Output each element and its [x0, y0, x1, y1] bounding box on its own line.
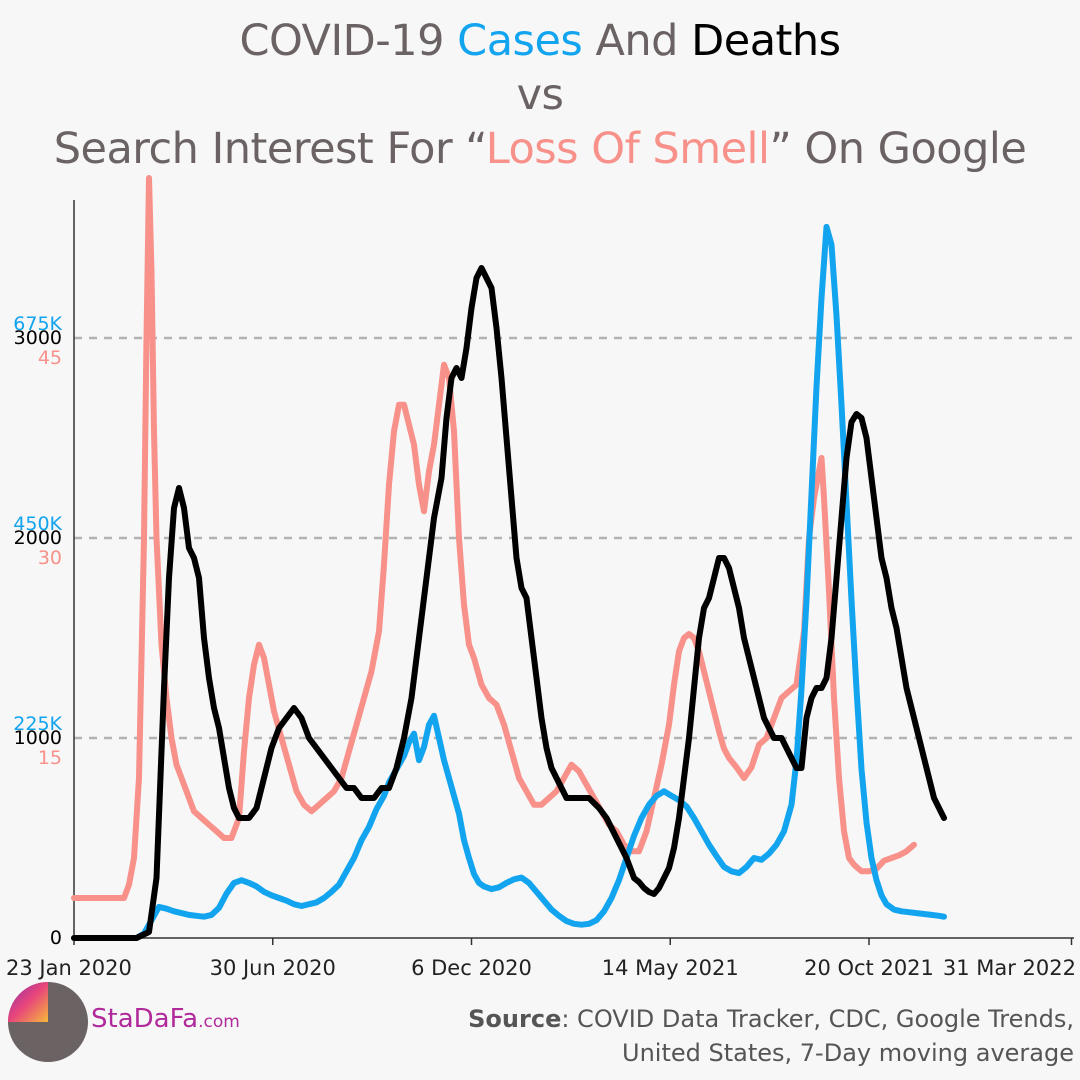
- source-label: Source: [468, 1005, 562, 1033]
- y-tick-smell-2: 45: [38, 347, 62, 369]
- x-tick-label-3: 14 May 2021: [602, 956, 739, 980]
- title-line-2: vs: [516, 70, 564, 120]
- source-text-1: : COVID Data Tracker, CDC, Google Trends…: [561, 1005, 1074, 1033]
- x-tick-label-4: 20 Oct 2021: [804, 956, 934, 980]
- y-tick-cases-0: 225K: [13, 713, 62, 735]
- y-tick-deaths-0: 0: [50, 927, 62, 949]
- source-line-1: Source: COVID Data Tracker, CDC, Google …: [394, 1002, 1074, 1036]
- title-deaths-word: Deaths: [691, 16, 841, 66]
- title-smell-word: Loss Of Smell: [485, 124, 770, 174]
- axis-layer: 0 1000 2000 3000 225K 450K 675K 15 30 45 23 Jan 20…: [6, 200, 1076, 980]
- brand-name-text: StaDaFa: [91, 1004, 199, 1034]
- y-tick-cases-2: 675K: [13, 313, 62, 335]
- title-line-3: Search Interest For “Loss Of Smell” On G…: [0, 122, 1080, 176]
- title-text-google: ” On Google: [769, 124, 1027, 174]
- y-tick-deaths-3: 3000: [14, 327, 62, 349]
- brand-suffix: .com: [198, 1012, 240, 1032]
- y-tick-smell-0: 15: [38, 747, 62, 769]
- series-line-deaths: [71, 265, 947, 941]
- y-tick-deaths-1: 1000: [14, 727, 62, 749]
- grid-layer: [74, 336, 1074, 740]
- series-line-cases: [71, 223, 947, 941]
- title-text-and: And: [582, 16, 692, 66]
- source-line-2: United States, 7-Day moving average: [622, 1039, 1074, 1067]
- y-tick-deaths-2: 2000: [14, 527, 62, 549]
- title-text-search: Search Interest For “: [53, 124, 487, 174]
- x-tick-label-1: 30 Jun 2020: [210, 956, 336, 980]
- brand-name: StaDaFa.com: [91, 1004, 240, 1034]
- y-tick-smell-1: 30: [38, 547, 62, 569]
- chart-title: COVID-19 Cases And Deaths vs Search Inte…: [0, 14, 1080, 176]
- source-note: Source: COVID Data Tracker, CDC, Google …: [394, 1002, 1074, 1070]
- x-tick-label-2: 6 Dec 2020: [411, 956, 532, 980]
- x-tick-label-0: 23 Jan 2020: [6, 956, 132, 980]
- stadafa-logo-icon: [8, 982, 88, 1062]
- title-text-covid: COVID-19: [239, 16, 458, 66]
- title-cases-word: Cases: [457, 16, 583, 66]
- y-tick-cases-1: 450K: [13, 513, 62, 535]
- x-tick-label-5: 31 Mar 2022: [943, 956, 1076, 980]
- series-line-smell: [71, 175, 917, 901]
- series-layer: [71, 175, 947, 941]
- title-line-1: COVID-19 Cases And Deaths: [0, 14, 1080, 68]
